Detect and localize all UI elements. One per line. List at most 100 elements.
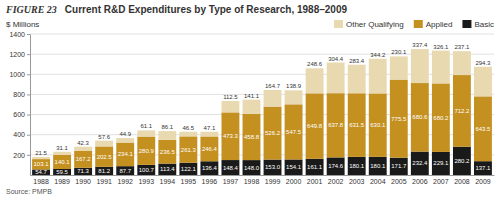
y-tick-label: 1200 (9, 51, 25, 58)
data-label: 246.4 (202, 146, 218, 152)
x-tick-label: 2000 (286, 178, 302, 185)
bar (116, 138, 134, 143)
data-label: 136.4 (202, 165, 218, 171)
bar (453, 147, 471, 175)
bar (285, 104, 303, 159)
x-tick: 2003 (349, 178, 365, 185)
data-label: 141.1 (244, 93, 260, 99)
x-tick-label: 1988 (33, 178, 49, 185)
data-label: 164.7 (265, 83, 281, 89)
data-label: 54.7 (35, 169, 47, 175)
data-label: 71.3 (77, 168, 89, 174)
data-label: 261.3 (181, 147, 197, 153)
x-tick: 1989 (54, 178, 70, 185)
bar (327, 93, 345, 157)
x-tick: 1994 (160, 178, 176, 185)
legend-label: Basic (474, 20, 494, 29)
y-tick-mark (27, 74, 30, 75)
x-tick: 1992 (117, 178, 133, 185)
x-tick: 2007 (433, 178, 449, 185)
x-axis-line (31, 175, 495, 176)
legend-label: Other Qualifying (346, 20, 404, 29)
y-tick-label: 1000 (9, 71, 25, 78)
data-label: 229.1 (433, 160, 449, 166)
bar (137, 165, 155, 175)
data-label: 47.1 (204, 125, 216, 131)
x-tick-label: 1991 (96, 178, 112, 185)
bar (348, 93, 366, 157)
bar (327, 63, 345, 94)
bar (221, 160, 239, 175)
bar (200, 132, 218, 137)
data-label: 237.1 (454, 44, 470, 50)
data-label: 326.1 (433, 44, 449, 50)
data-label: 100.7 (139, 167, 155, 173)
bar (306, 68, 324, 93)
data-label: 57.6 (98, 134, 110, 140)
y-tick: 800 (13, 91, 30, 98)
bar (285, 159, 303, 175)
y-tick-label: 200 (13, 152, 25, 159)
bar (95, 167, 113, 175)
y-axis-label: $ Millions (6, 20, 39, 29)
bar (243, 114, 261, 160)
chart: FIGURE 23Current R&D Expenditures by Typ… (0, 0, 500, 197)
bar (264, 160, 282, 175)
grid-line (30, 34, 494, 35)
bar (137, 130, 155, 136)
x-tick: 1995 (181, 178, 197, 185)
data-label: 138.9 (286, 83, 302, 89)
data-label: 21.5 (35, 150, 47, 156)
x-tick: 2001 (307, 178, 323, 185)
data-label: 236.5 (160, 149, 176, 155)
x-tick: 2004 (370, 178, 386, 185)
data-label: 87.7 (119, 168, 131, 174)
y-tick-label: 400 (13, 131, 25, 138)
bar (474, 96, 492, 161)
bar (74, 168, 92, 175)
x-tick: 1996 (202, 178, 218, 185)
data-label: 680.6 (412, 114, 428, 120)
data-label: 547.5 (286, 129, 302, 135)
bar (369, 157, 387, 175)
x-tick-label: 1996 (202, 178, 218, 185)
x-tick: 1997 (223, 178, 239, 185)
x-tick: 1991 (96, 178, 112, 185)
grid (30, 34, 494, 155)
y-tick: 600 (13, 111, 30, 118)
data-label: 643.5 (475, 126, 491, 132)
bar (306, 159, 324, 175)
bar (53, 169, 71, 175)
y-tick: 400 (13, 131, 30, 138)
data-label: 344.2 (370, 52, 386, 58)
x-tick: 1999 (265, 178, 281, 185)
x-tick-label: 1998 (244, 178, 260, 185)
data-label: 283.4 (349, 58, 365, 64)
data-label: 112.5 (223, 94, 238, 100)
x-tick-label: 2006 (412, 178, 428, 185)
title: Current R&D Expenditures by Type of Rese… (65, 4, 348, 15)
bar (264, 90, 282, 107)
bar (411, 49, 429, 83)
x-tick-label: 1989 (54, 178, 70, 185)
data-label: 248.6 (307, 61, 323, 67)
x-tick-label: 1995 (181, 178, 197, 185)
y-tick-mark (27, 115, 30, 116)
y-tick: 1000 (9, 71, 30, 78)
bar (32, 169, 50, 175)
bar (116, 166, 134, 175)
x-tick-label: 2009 (475, 178, 491, 185)
bar (74, 151, 92, 168)
bar (116, 143, 134, 167)
bar (179, 132, 197, 137)
bar (158, 131, 176, 140)
data-label: 154.1 (286, 164, 302, 170)
bar (158, 164, 176, 175)
y-tick-mark (27, 94, 30, 95)
bar (453, 51, 471, 75)
y-tick: 1400 (9, 31, 30, 38)
data-label: 59.5 (56, 169, 68, 175)
bar (221, 112, 239, 160)
data-label: 153.0 (265, 164, 281, 170)
data-label: 649.8 (307, 123, 323, 129)
